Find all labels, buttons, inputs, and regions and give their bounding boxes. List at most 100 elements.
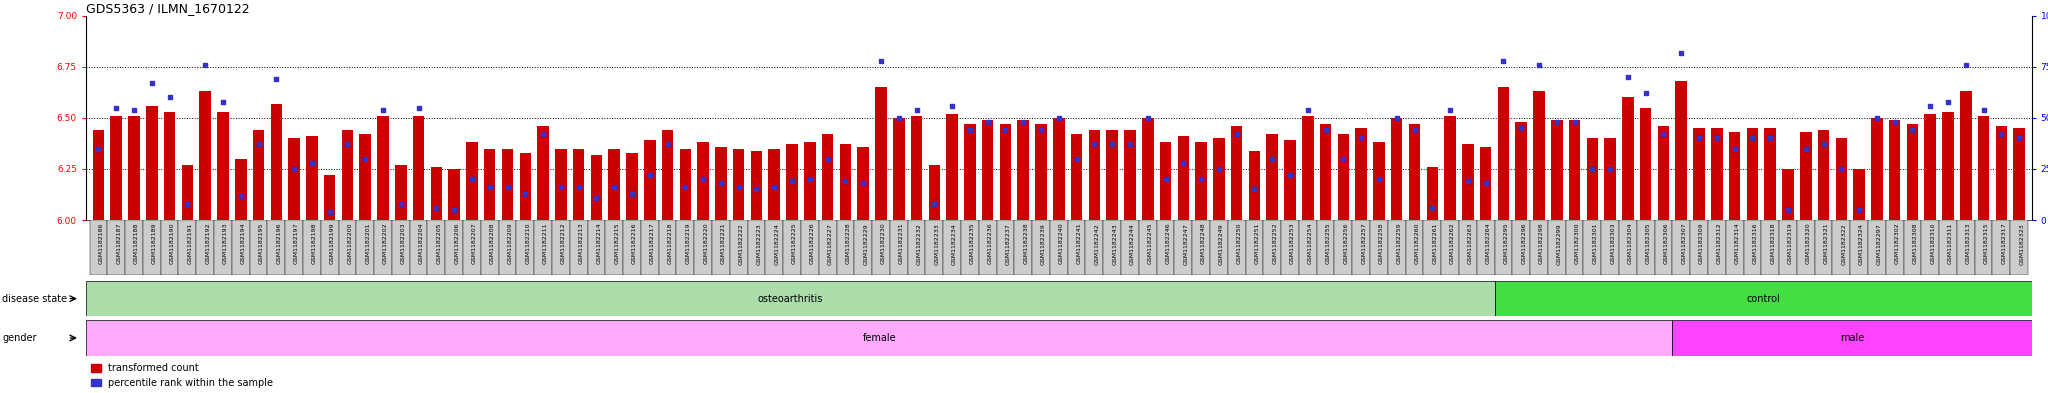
Point bbox=[260, 76, 293, 82]
Text: GSM1182212: GSM1182212 bbox=[561, 223, 565, 264]
Point bbox=[989, 127, 1022, 133]
Text: GSM1182260: GSM1182260 bbox=[1415, 223, 1419, 264]
Text: male: male bbox=[1839, 333, 1864, 343]
Bar bbox=[1284, 140, 1296, 220]
Bar bbox=[516, 220, 535, 275]
Text: GSM1182237: GSM1182237 bbox=[1006, 223, 1010, 264]
Point bbox=[563, 184, 596, 191]
Bar bbox=[285, 220, 303, 275]
Point bbox=[1630, 90, 1663, 97]
Point bbox=[1362, 176, 1395, 182]
Point bbox=[686, 176, 719, 182]
Bar bbox=[1565, 220, 1583, 275]
Text: GSM1182252: GSM1182252 bbox=[1272, 223, 1278, 264]
Bar bbox=[1833, 220, 1849, 275]
Bar bbox=[143, 220, 160, 275]
Text: osteoarthritis: osteoarthritis bbox=[758, 294, 823, 304]
Text: GSM1182315: GSM1182315 bbox=[1985, 223, 1989, 264]
Point bbox=[295, 160, 328, 166]
Bar bbox=[768, 149, 780, 220]
Text: GSM1182219: GSM1182219 bbox=[686, 223, 690, 264]
Point bbox=[1346, 135, 1378, 141]
Point bbox=[492, 184, 524, 191]
Bar bbox=[428, 220, 444, 275]
Point bbox=[100, 105, 133, 111]
Text: GSM1182204: GSM1182204 bbox=[418, 223, 424, 264]
Bar bbox=[92, 130, 104, 220]
Point bbox=[971, 119, 1004, 125]
Bar bbox=[1409, 124, 1419, 220]
Point bbox=[616, 190, 649, 196]
Text: GSM1182321: GSM1182321 bbox=[1823, 223, 1829, 264]
Point bbox=[1415, 205, 1448, 211]
Bar bbox=[752, 151, 762, 220]
Bar bbox=[606, 220, 623, 275]
Point bbox=[1806, 141, 1839, 148]
Text: GSM1182320: GSM1182320 bbox=[1806, 223, 1810, 264]
Bar bbox=[836, 220, 854, 275]
Bar bbox=[1053, 118, 1065, 220]
Point bbox=[420, 205, 453, 211]
Text: GSM1182236: GSM1182236 bbox=[987, 223, 993, 264]
Bar bbox=[1139, 220, 1157, 275]
Bar bbox=[1157, 220, 1174, 275]
Bar bbox=[965, 124, 975, 220]
Point bbox=[348, 156, 381, 162]
Bar bbox=[1907, 124, 1919, 220]
Bar bbox=[1266, 134, 1278, 220]
Bar bbox=[573, 149, 584, 220]
Point bbox=[1434, 107, 1466, 113]
Text: GSM1182210: GSM1182210 bbox=[524, 223, 530, 264]
Point bbox=[188, 62, 221, 68]
Point bbox=[1860, 115, 1892, 121]
Bar bbox=[1495, 281, 2032, 316]
Bar bbox=[1090, 130, 1100, 220]
Text: GSM1182191: GSM1182191 bbox=[186, 223, 193, 264]
Bar bbox=[289, 138, 299, 220]
Text: GSM1182323: GSM1182323 bbox=[2019, 223, 2023, 264]
Bar bbox=[1495, 220, 1511, 275]
Bar bbox=[1303, 116, 1313, 220]
Point bbox=[1950, 62, 1982, 68]
Point bbox=[670, 184, 702, 191]
Bar bbox=[1925, 114, 1935, 220]
Bar bbox=[858, 147, 868, 220]
Bar bbox=[1743, 220, 1761, 275]
Bar bbox=[1317, 220, 1335, 275]
Text: GSM1182187: GSM1182187 bbox=[117, 223, 121, 264]
Bar bbox=[1780, 220, 1796, 275]
Bar bbox=[569, 220, 588, 275]
Text: GSM1182218: GSM1182218 bbox=[668, 223, 672, 264]
Text: GSM1182305: GSM1182305 bbox=[1647, 223, 1651, 264]
Text: GSM1182206: GSM1182206 bbox=[455, 223, 459, 264]
Point bbox=[829, 178, 862, 184]
Bar bbox=[1849, 220, 1868, 275]
Bar bbox=[1032, 220, 1051, 275]
Point bbox=[117, 107, 150, 113]
Point bbox=[1380, 115, 1413, 121]
Bar bbox=[1511, 220, 1530, 275]
Bar bbox=[911, 116, 922, 220]
Bar bbox=[1657, 126, 1669, 220]
Text: GSM1182296: GSM1182296 bbox=[1522, 223, 1526, 264]
Bar bbox=[1210, 220, 1227, 275]
Bar bbox=[1815, 220, 1833, 275]
Bar bbox=[1337, 134, 1350, 220]
Bar bbox=[1370, 220, 1389, 275]
Bar bbox=[430, 167, 442, 220]
Bar bbox=[1120, 220, 1139, 275]
Point bbox=[154, 94, 186, 101]
Text: GSM1182316: GSM1182316 bbox=[1753, 223, 1757, 264]
Bar bbox=[178, 220, 197, 275]
Text: GSM1182311: GSM1182311 bbox=[1948, 223, 1954, 264]
Text: GSM1182220: GSM1182220 bbox=[702, 223, 709, 264]
Bar bbox=[805, 142, 815, 220]
Point bbox=[1309, 127, 1341, 133]
Point bbox=[1968, 107, 2001, 113]
Bar bbox=[395, 165, 408, 220]
Bar bbox=[1974, 220, 1993, 275]
Bar bbox=[893, 118, 905, 220]
Point bbox=[1915, 103, 1948, 109]
Bar bbox=[694, 220, 713, 275]
Bar bbox=[145, 106, 158, 220]
